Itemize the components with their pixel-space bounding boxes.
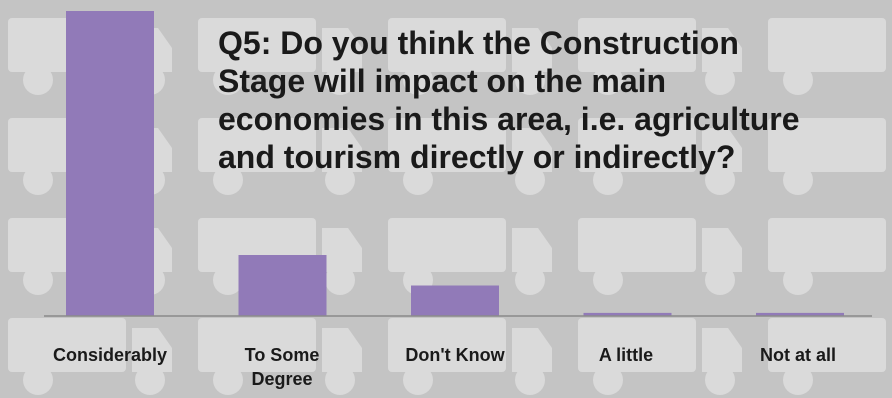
x-tick-label-to-some-degree: To Some Degree [244, 345, 320, 389]
x-tick-label-a-little: A little [598, 345, 654, 365]
bar-to-some-degree [238, 255, 327, 316]
x-tick-label-not-at-all: Not at all [759, 345, 836, 365]
title-line-3: economies in this area, i.e. agriculture [218, 101, 800, 137]
title-line-2: Stage will impact on the main [218, 63, 667, 99]
bar-group [66, 11, 844, 316]
bar-considerably [66, 11, 154, 316]
bar-don-t-know [411, 285, 499, 316]
title-line-1: Q5: Do you think the Construction [218, 25, 739, 61]
bar-a-little [583, 312, 672, 316]
title-line-4: and tourism directly or indirectly? [218, 139, 736, 175]
chart-title: Q5: Do you think the Construction Stage … [218, 24, 892, 176]
bar-not-at-all [756, 312, 844, 316]
x-tick-label-dont-know: Don't Know [405, 345, 505, 365]
x-tick-label-considerably: Considerably [52, 345, 168, 365]
